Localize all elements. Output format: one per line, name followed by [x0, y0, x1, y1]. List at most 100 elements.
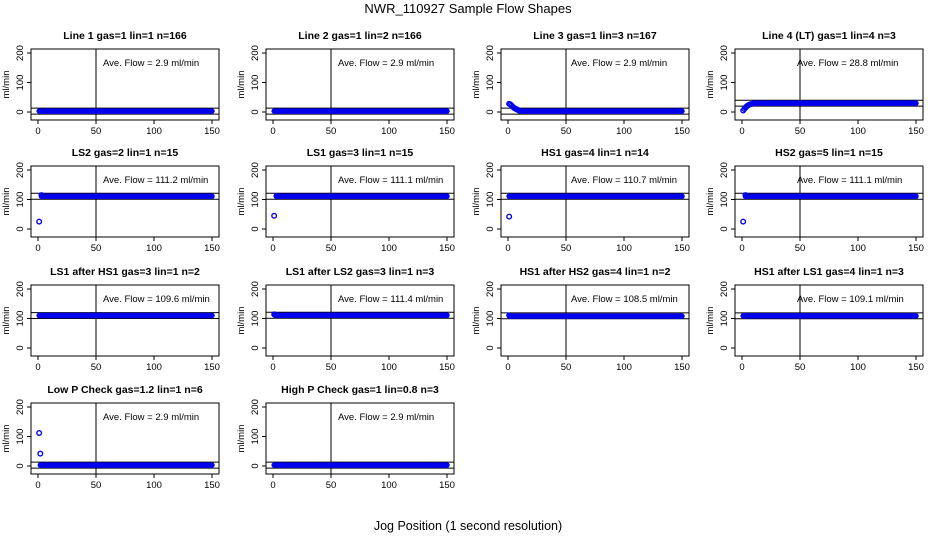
- y-tick-label: 100: [15, 192, 26, 208]
- panel-frame: [265, 48, 455, 121]
- flow-annotation: Ave. Flow = 111.1 ml/min: [338, 175, 443, 186]
- panel-title: Line 4 (LT) gas=1 lin=4 n=3: [762, 30, 896, 42]
- y-tick-label: 0: [15, 226, 26, 231]
- x-tick-label: 100: [616, 362, 632, 373]
- flow-annotation: Ave. Flow = 109.1 ml/min: [797, 294, 904, 305]
- x-tick-label: 150: [204, 126, 220, 137]
- x-tick-label: 0: [505, 243, 510, 254]
- data-point: [742, 192, 749, 199]
- data-point: [273, 192, 280, 199]
- y-axis-label: ml/min: [705, 71, 716, 99]
- panel-title: HS1 after LS1 gas=4 lin=1 n=3: [754, 266, 904, 278]
- flow-annotation: Ave. Flow = 111.1 ml/min: [797, 175, 902, 186]
- y-tick-label: 100: [719, 75, 730, 91]
- y-tick-label: 0: [485, 109, 496, 114]
- y-tick-label: 100: [15, 311, 26, 327]
- data-point: [38, 192, 45, 199]
- x-tick-label: 50: [795, 243, 806, 254]
- y-tick-label: 200: [485, 162, 496, 178]
- y-tick-label: 200: [15, 45, 26, 61]
- y-tick-label: 0: [250, 109, 261, 114]
- panel-7: HS1 gas=4 lin=1 n=14 0 50 100 150 0 100 200ml/m…: [471, 147, 690, 254]
- y-tick-label: 0: [719, 226, 730, 231]
- y-tick-label: 200: [485, 45, 496, 61]
- flow-annotation: Ave. Flow = 109.6 ml/min: [103, 294, 210, 305]
- flow-annotation: Ave. Flow = 2.9 ml/min: [571, 58, 667, 69]
- x-tick-label: 0: [505, 126, 510, 137]
- x-tick-label: 50: [91, 480, 102, 491]
- y-tick-label: 0: [15, 345, 26, 350]
- x-tick-label: 50: [326, 243, 337, 254]
- panel-frame: [30, 48, 220, 121]
- x-tick-label: 0: [35, 480, 40, 491]
- x-tick-label: 150: [439, 480, 455, 491]
- y-tick-label: 100: [485, 192, 496, 208]
- x-tick-label: 0: [739, 243, 744, 254]
- x-tick-label: 150: [674, 362, 690, 373]
- y-tick-label: 0: [485, 345, 496, 350]
- flow-annotation: Ave. Flow = 108.5 ml/min: [571, 294, 678, 305]
- x-tick-label: 50: [326, 480, 337, 491]
- y-axis-label: ml/min: [236, 425, 247, 453]
- x-tick-label: 150: [674, 126, 690, 137]
- y-axis-label: ml/min: [471, 71, 482, 99]
- y-axis-label: ml/min: [705, 188, 716, 216]
- x-tick-label: 50: [91, 362, 102, 373]
- y-tick-label: 200: [250, 45, 261, 61]
- panel-frame: [734, 48, 924, 121]
- panel-title: Line 1 gas=1 lin=1 n=166: [63, 30, 187, 42]
- y-axis-label: ml/min: [1, 71, 12, 99]
- y-tick-label: 100: [250, 75, 261, 91]
- y-tick-label: 200: [485, 281, 496, 297]
- x-tick-label: 100: [616, 243, 632, 254]
- panel-frame: [265, 284, 455, 357]
- x-tick-label: 50: [795, 126, 806, 137]
- y-tick-label: 100: [250, 192, 261, 208]
- panel-frame: [734, 284, 924, 357]
- y-axis-label: ml/min: [471, 307, 482, 335]
- flow-annotation: Ave. Flow = 2.9 ml/min: [338, 58, 434, 69]
- panel-frame: [30, 284, 220, 357]
- x-tick-label: 50: [561, 243, 572, 254]
- panel-title: LS2 gas=2 lin=1 n=15: [72, 147, 179, 159]
- panel-frame: [500, 165, 690, 238]
- x-tick-label: 0: [270, 480, 275, 491]
- y-axis-label: ml/min: [1, 188, 12, 216]
- panel-10: LS1 after LS2 gas=3 lin=1 n=3 0 50 100 150 0 1…: [236, 266, 455, 373]
- x-tick-label: 100: [850, 126, 866, 137]
- y-tick-label: 100: [485, 75, 496, 91]
- flow-annotation: Ave. Flow = 2.9 ml/min: [103, 412, 199, 423]
- y-tick-label: 100: [719, 311, 730, 327]
- x-tick-label: 100: [146, 243, 162, 254]
- panel-frame: [265, 402, 455, 475]
- y-axis-label: ml/min: [236, 71, 247, 99]
- x-tick-label: 50: [326, 362, 337, 373]
- x-tick-label: 150: [908, 362, 924, 373]
- x-tick-label: 150: [204, 243, 220, 254]
- x-tick-label: 150: [439, 126, 455, 137]
- data-point: [37, 450, 44, 457]
- flow-annotation: Ave. Flow = 111.4 ml/min: [338, 294, 443, 305]
- flow-annotation: Ave. Flow = 2.9 ml/min: [338, 412, 434, 423]
- x-tick-label: 150: [439, 243, 455, 254]
- x-tick-label: 150: [908, 243, 924, 254]
- y-tick-label: 200: [250, 281, 261, 297]
- y-tick-label: 0: [485, 226, 496, 231]
- x-tick-label: 0: [270, 362, 275, 373]
- data-point: [507, 312, 514, 319]
- panel-title: HS1 gas=4 lin=1 n=14: [541, 147, 649, 159]
- x-tick-label: 50: [91, 126, 102, 137]
- y-tick-label: 100: [719, 192, 730, 208]
- y-tick-label: 0: [250, 226, 261, 231]
- figure-x-label: Jog Position (1 second resolution): [373, 519, 563, 533]
- x-tick-label: 0: [35, 126, 40, 137]
- panel-frame: [500, 48, 690, 121]
- y-tick-label: 100: [15, 75, 26, 91]
- x-tick-label: 0: [739, 126, 744, 137]
- x-tick-label: 50: [795, 362, 806, 373]
- panel-title: High P Check gas=1 lin=0.8 n=3: [281, 384, 439, 396]
- y-tick-label: 200: [719, 162, 730, 178]
- y-tick-label: 200: [15, 399, 26, 415]
- y-tick-label: 100: [250, 429, 261, 445]
